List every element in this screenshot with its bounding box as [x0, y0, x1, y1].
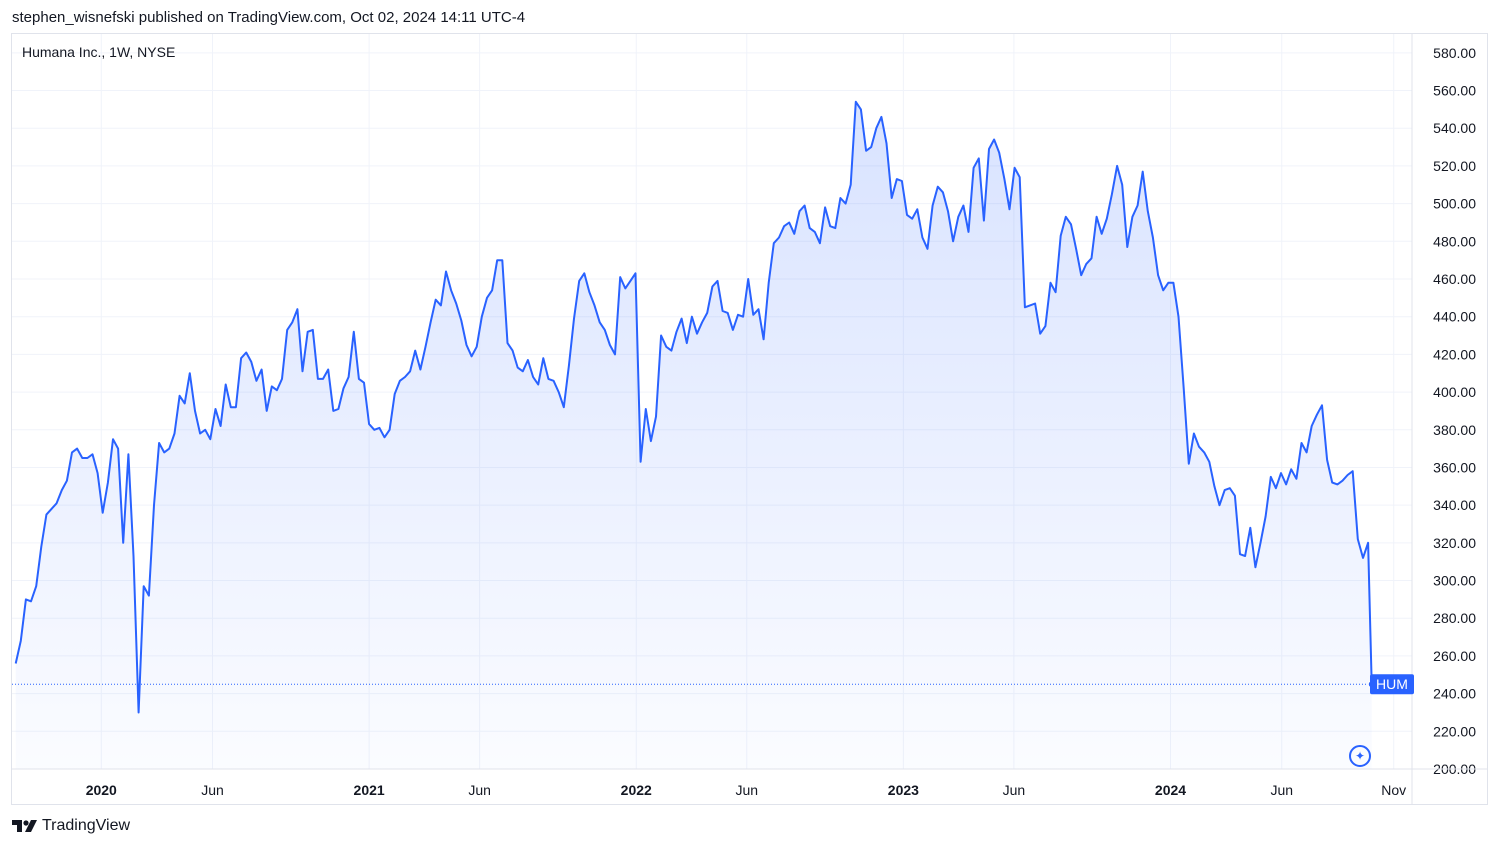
- y-tick-label: 500.00: [1433, 196, 1476, 212]
- y-tick-label: 280.00: [1433, 610, 1476, 626]
- x-tick-label: Jun: [1003, 782, 1026, 798]
- y-tick-label: 300.00: [1433, 573, 1476, 589]
- x-tick-label: Jun: [201, 782, 224, 798]
- x-tick-label: 2021: [354, 782, 385, 798]
- compass-icon[interactable]: ✦: [1349, 745, 1371, 767]
- y-tick-label: 580.00: [1433, 45, 1476, 61]
- footer-brand: TradingView: [12, 817, 130, 835]
- y-tick-label: 360.00: [1433, 459, 1476, 475]
- y-tick-label: 520.00: [1433, 158, 1476, 174]
- y-tick-label: 440.00: [1433, 309, 1476, 325]
- brand-name: TradingView: [42, 817, 131, 834]
- tradingview-logo-icon: [12, 820, 37, 832]
- x-tick-label: Jun: [1270, 782, 1293, 798]
- y-axis: 200.00220.00240.00260.00280.00300.00320.…: [1411, 34, 1476, 805]
- price-line: [14, 100, 1373, 714]
- ticker-badge: [1370, 674, 1414, 695]
- price-area-fill: [15, 101, 1372, 769]
- y-tick-label: 540.00: [1433, 120, 1476, 136]
- x-tick-label: Jun: [468, 782, 491, 798]
- y-tick-label: 220.00: [1433, 723, 1476, 739]
- ticker-label: HUM: [1376, 676, 1408, 692]
- y-tick-label: 380.00: [1433, 422, 1476, 438]
- x-axis: 2020 Jun 2021 Jun 2022 Jun 2023 Jun 2024 Jun Nov: [12, 768, 1488, 798]
- y-tick-label: 260.00: [1433, 648, 1476, 664]
- chart-title: Humana Inc., 1W, NYSE: [22, 44, 176, 60]
- y-tick-label: 240.00: [1433, 686, 1476, 702]
- x-tick-label: 2024: [1155, 782, 1186, 798]
- publisher-line: stephen_wisnefski published on TradingVi…: [12, 9, 526, 26]
- x-tick-label: Jun: [735, 782, 758, 798]
- y-tick-label: 420.00: [1433, 346, 1476, 362]
- y-tick-label: 320.00: [1433, 535, 1476, 551]
- y-tick-label: 560.00: [1433, 83, 1476, 99]
- y-tick-label: 480.00: [1433, 233, 1476, 249]
- y-tick-label: 460.00: [1433, 271, 1476, 287]
- x-tick-label: 2020: [86, 782, 117, 798]
- x-tick-label: 2022: [621, 782, 652, 798]
- x-tick-label: 2023: [888, 782, 919, 798]
- plot-area: [14, 100, 1373, 769]
- y-tick-label: 400.00: [1433, 384, 1476, 400]
- last-price-marker: HUM: [12, 674, 1414, 695]
- y-tick-label: 340.00: [1433, 497, 1476, 513]
- x-tick-label: Nov: [1381, 782, 1406, 798]
